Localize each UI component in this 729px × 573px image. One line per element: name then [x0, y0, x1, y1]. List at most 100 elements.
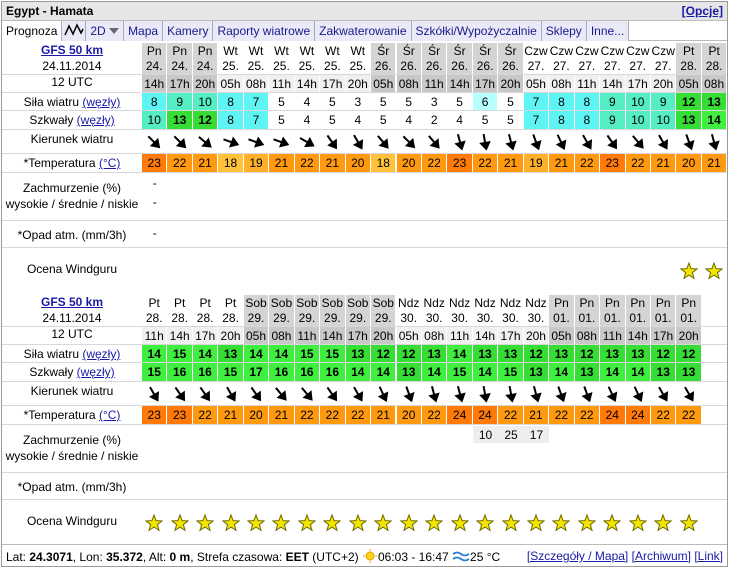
gust-cell: 15: [142, 363, 168, 381]
row-label: *Opad atm. (mm/3h): [2, 225, 142, 252]
day-name: Śr: [453, 44, 466, 58]
row-separator: [2, 110, 727, 111]
gust-cell: 4: [396, 111, 422, 129]
day-name: Pt: [224, 296, 237, 310]
wind-arrow: [275, 387, 288, 401]
tab[interactable]: Raporty wiatrowe: [213, 21, 316, 41]
gust-cell: 13: [676, 111, 702, 129]
wind-arrow: [453, 386, 466, 403]
day-name: Wt: [299, 44, 315, 58]
day-date: 29.: [324, 311, 341, 325]
spot-title: Egypt - Hamata: [6, 4, 94, 18]
rating-stars: [170, 513, 190, 532]
row-label-text: *Opad atm. (mm/3h): [17, 228, 127, 242]
day-date: 30.: [451, 311, 468, 325]
unit-link[interactable]: (węzły): [76, 365, 115, 379]
day-cell: Czw 27.: [549, 43, 575, 74]
hour-cell: 11h: [142, 327, 168, 344]
hour-cell: 05h: [371, 75, 397, 92]
hour-cell: 11h: [447, 327, 473, 344]
unit-link[interactable]: (°C): [98, 408, 121, 422]
tab[interactable]: Mapa: [124, 21, 164, 41]
day-name: Sob: [245, 296, 267, 310]
wind-arrow: [225, 386, 236, 402]
hour-cell: 05h: [218, 75, 244, 92]
wind-cell: 5: [320, 93, 346, 110]
gust-cell: 16: [192, 363, 219, 381]
details-link[interactable]: [Szczegóły / Mapa]: [526, 549, 629, 563]
model-link[interactable]: GFS 50 km: [40, 295, 104, 309]
gust-cell: 7: [243, 111, 270, 129]
temperature-cell: 21: [218, 406, 244, 424]
link[interactable]: [Link]: [694, 549, 723, 563]
temperature-cell: 22: [625, 154, 651, 172]
unit-link[interactable]: (węzły): [76, 113, 115, 127]
temperature-cell: 22: [421, 154, 448, 172]
wind-arrow: [147, 135, 161, 149]
tab[interactable]: Sklepy: [541, 21, 587, 41]
rating-stars: [551, 513, 571, 532]
gust-cell: 16: [294, 363, 321, 381]
tab[interactable]: Prognoza: [2, 21, 63, 41]
unit-link[interactable]: (węzły): [82, 95, 121, 109]
tz-label: , Strefa czasowa:: [190, 550, 283, 564]
archive-link[interactable]: [Archiwum]: [631, 549, 691, 563]
row-separator: [2, 247, 727, 248]
rating-cell: [295, 500, 321, 544]
wind-cell: 9: [167, 93, 193, 110]
wind-cell: 4: [294, 93, 321, 110]
day-cell: Pt 28.: [142, 295, 168, 326]
temperature-cell: 20: [345, 154, 372, 172]
rating-cell: [600, 248, 626, 292]
day-date: 26.: [476, 59, 494, 73]
row-label: Szkwały (węzły): [2, 362, 142, 381]
temperature-cell: 22: [167, 154, 193, 172]
wind-arrow: [273, 136, 290, 148]
hour-cell: 17h: [625, 75, 651, 92]
row-label: *Temperatura (°C): [2, 405, 142, 424]
rating-cell: [447, 248, 473, 292]
day-date: 25.: [247, 59, 265, 73]
unit-link[interactable]: (°C): [98, 156, 121, 170]
gust-cell: 8: [218, 111, 244, 129]
cloud-value: -: [152, 176, 157, 190]
temperature-cell: 23: [447, 154, 473, 172]
gust-cell: 4: [345, 111, 372, 129]
tab[interactable]: Inne...: [586, 21, 630, 41]
tab[interactable]: 2D: [86, 21, 125, 41]
options-link[interactable]: [Opcje]: [681, 4, 723, 18]
model-link[interactable]: GFS 50 km: [40, 43, 104, 57]
rating-cell: [142, 248, 168, 292]
hour-cell: 20h: [192, 75, 219, 92]
day-name: Ndz: [423, 296, 445, 310]
rating-stars: [434, 262, 435, 280]
rating-stars: [322, 513, 342, 532]
direction-cell: [524, 130, 550, 153]
row-label-text: Szkwały: [29, 113, 74, 127]
rating-cell: [346, 248, 372, 292]
gust-cell: 13: [574, 363, 601, 381]
day-date: 01.: [553, 311, 570, 325]
row-label: Siła wiatru (węzły): [2, 92, 142, 110]
rating-stars: [561, 262, 562, 280]
graph-tab[interactable]: [62, 21, 87, 41]
temperature-cell: 18: [218, 154, 244, 172]
tab[interactable]: Szkółki/Wypożyczalnie: [411, 21, 542, 41]
hour-cell: 05h: [523, 75, 550, 92]
tab[interactable]: Zakwaterowanie: [315, 21, 412, 41]
day-cell: Ndz 30.: [523, 295, 550, 326]
row-separator: [2, 74, 727, 75]
rating-stars: [679, 261, 699, 280]
day-name: Sob: [296, 296, 318, 310]
day-name: Pn: [655, 296, 671, 310]
unit-link[interactable]: (węzły): [82, 347, 121, 361]
day-name: Sob: [321, 296, 344, 310]
rating-stars: [357, 262, 358, 280]
rating-cell: [346, 500, 372, 544]
gust-cell: 13: [523, 363, 550, 381]
hour-cell: 05h: [243, 327, 270, 344]
wind-arrow: [248, 136, 265, 148]
tab[interactable]: Kamery: [163, 21, 214, 41]
rating-stars: [637, 262, 638, 280]
direction-cell: [295, 382, 321, 405]
